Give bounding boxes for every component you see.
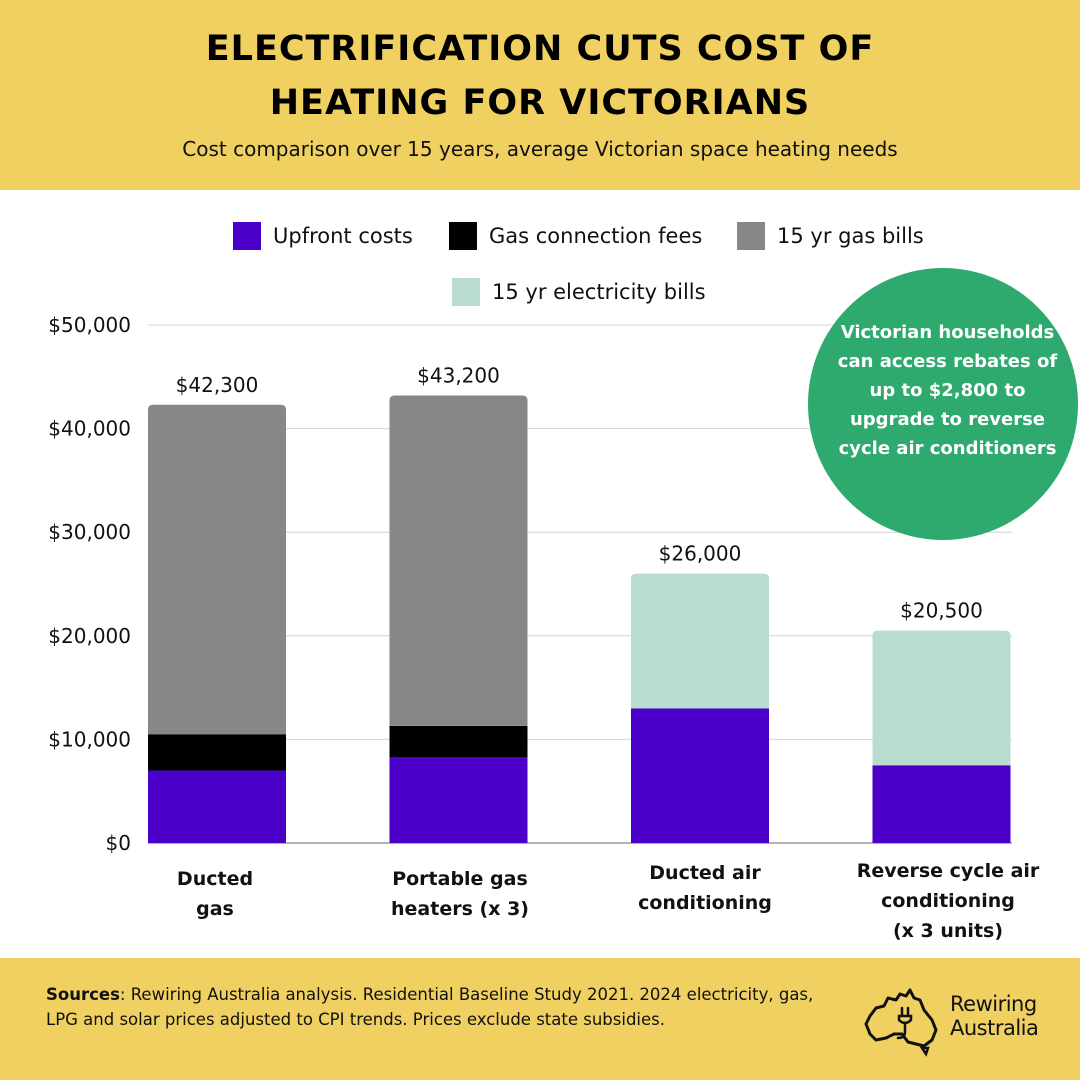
- legend-swatch-upfront: [233, 222, 261, 250]
- bar-segment-15-yr-gas-bills: [148, 404, 286, 735]
- legend-swatch-gas-bills: [737, 222, 765, 250]
- legend-swatch-gas-connection: [449, 222, 477, 250]
- category-label-reverse-cycle-ac: Reverse cycle air conditioning (x 3 unit…: [856, 860, 1040, 942]
- legend-swatch-electricity-bills: [452, 278, 480, 306]
- header-banner: Electrification cuts cost of heating for…: [0, 0, 1080, 190]
- legend-label-electricity-bills: 15 yr electricity bills: [492, 280, 706, 304]
- bar-segment-upfront-costs: [148, 770, 286, 843]
- bar-segment-gas-connection-fees: [148, 734, 286, 771]
- y-tick-label: $40,000: [48, 417, 131, 441]
- y-tick-label: $10,000: [48, 727, 131, 751]
- bar-segment-upfront-costs: [872, 765, 1011, 843]
- legend-item-gas-connection: Gas connection fees: [449, 221, 702, 251]
- y-tick-label: $20,000: [48, 624, 131, 648]
- bar-total-label: $26,000: [659, 542, 742, 566]
- page-title: Electrification cuts cost of heating for…: [0, 22, 1080, 130]
- bar-total-label: $43,200: [417, 363, 500, 387]
- bar-total-label: $20,500: [900, 599, 983, 623]
- y-tick-label: $30,000: [48, 520, 131, 544]
- bar-segment-15-yr-electricity-bills: [631, 573, 769, 709]
- australia-map-icon: [864, 988, 938, 1057]
- bar-segment-upfront-costs: [631, 708, 769, 843]
- rebate-callout: Victorian households can access rebates …: [808, 268, 1078, 540]
- bar-segment-gas-connection-fees: [389, 725, 528, 758]
- sources-label: Sources: [46, 985, 120, 1004]
- legend-item-gas-bills: 15 yr gas bills: [737, 221, 924, 251]
- category-label-portable-gas: Portable gas heaters (x 3): [391, 868, 529, 920]
- sources-text: : Rewiring Australia analysis. Residenti…: [46, 985, 814, 1029]
- footer: Sources: Rewiring Australia analysis. Re…: [0, 958, 1080, 1080]
- logo-line-1: Rewiring: [950, 992, 1037, 1016]
- y-tick-label: $0: [106, 831, 131, 855]
- logo-wordmark: Rewiring Australia: [950, 992, 1039, 1040]
- title-line-1: Electrification cuts cost of: [205, 29, 875, 69]
- legend-item-upfront: Upfront costs: [233, 221, 413, 251]
- bar-total-label: $42,300: [176, 373, 259, 397]
- bar-segment-upfront-costs: [389, 757, 528, 843]
- legend-label-gas-bills: 15 yr gas bills: [777, 224, 924, 248]
- y-tick-label: $50,000: [48, 313, 131, 337]
- sources-note: Sources: Rewiring Australia analysis. Re…: [46, 982, 836, 1032]
- legend-label-upfront: Upfront costs: [273, 224, 413, 248]
- legend-label-gas-connection: Gas connection fees: [489, 224, 703, 248]
- page-subtitle: Cost comparison over 15 years, average V…: [182, 137, 898, 161]
- logo-line-2: Australia: [950, 1016, 1039, 1040]
- bar-segment-15-yr-electricity-bills: [872, 630, 1011, 766]
- legend-item-electricity-bills: 15 yr electricity bills: [452, 277, 706, 307]
- rebate-callout-text: Victorian households can access rebates …: [837, 322, 1058, 459]
- bar-segment-15-yr-gas-bills: [389, 395, 528, 726]
- category-label-ducted-ac: Ducted air conditioning: [638, 862, 772, 914]
- category-label-ducted-gas: Ducted gas: [176, 868, 254, 920]
- rewiring-australia-logo: Rewiring Australia: [862, 986, 1062, 1057]
